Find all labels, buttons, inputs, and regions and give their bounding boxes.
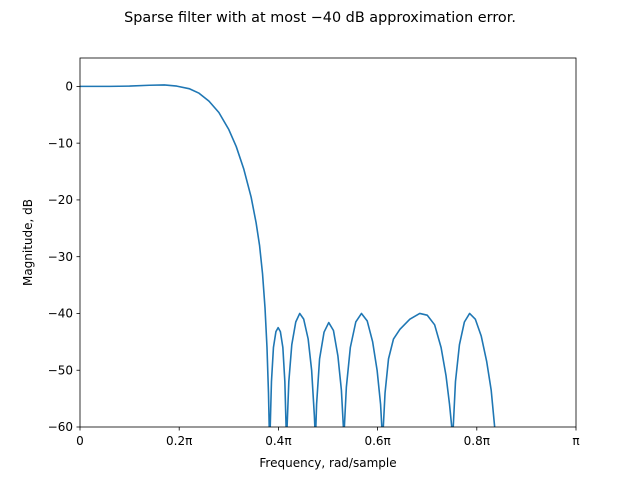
x-tick-label: 0.4π [265, 434, 291, 448]
y-tick-label: −60 [48, 420, 73, 434]
magnitude-response-line [80, 84, 496, 427]
x-tick-label: 0.8π [464, 434, 490, 448]
y-tick-label: 0 [65, 80, 73, 94]
x-axis: 0 0.2π 0.4π 0.6π 0.8π π [76, 427, 580, 448]
x-tick-label: 0.6π [364, 434, 390, 448]
x-tick-label: 0.2π [166, 434, 192, 448]
y-tick-label: −30 [48, 250, 73, 264]
y-axis-label: Magnitude, dB [21, 199, 35, 286]
y-axis: 0 −10 −20 −30 −40 −50 −60 [48, 80, 80, 434]
y-tick-label: −50 [48, 363, 73, 377]
x-tick-label: 0 [76, 434, 84, 448]
x-axis-label: Frequency, rad/sample [259, 456, 396, 470]
x-tick-label: π [572, 434, 579, 448]
y-tick-label: −40 [48, 307, 73, 321]
axes-frame [79, 57, 577, 428]
y-tick-label: −10 [48, 136, 73, 150]
plot-area [80, 84, 496, 427]
y-tick-label: −20 [48, 193, 73, 207]
chart-title: Sparse filter with at most −40 dB approx… [124, 10, 516, 26]
